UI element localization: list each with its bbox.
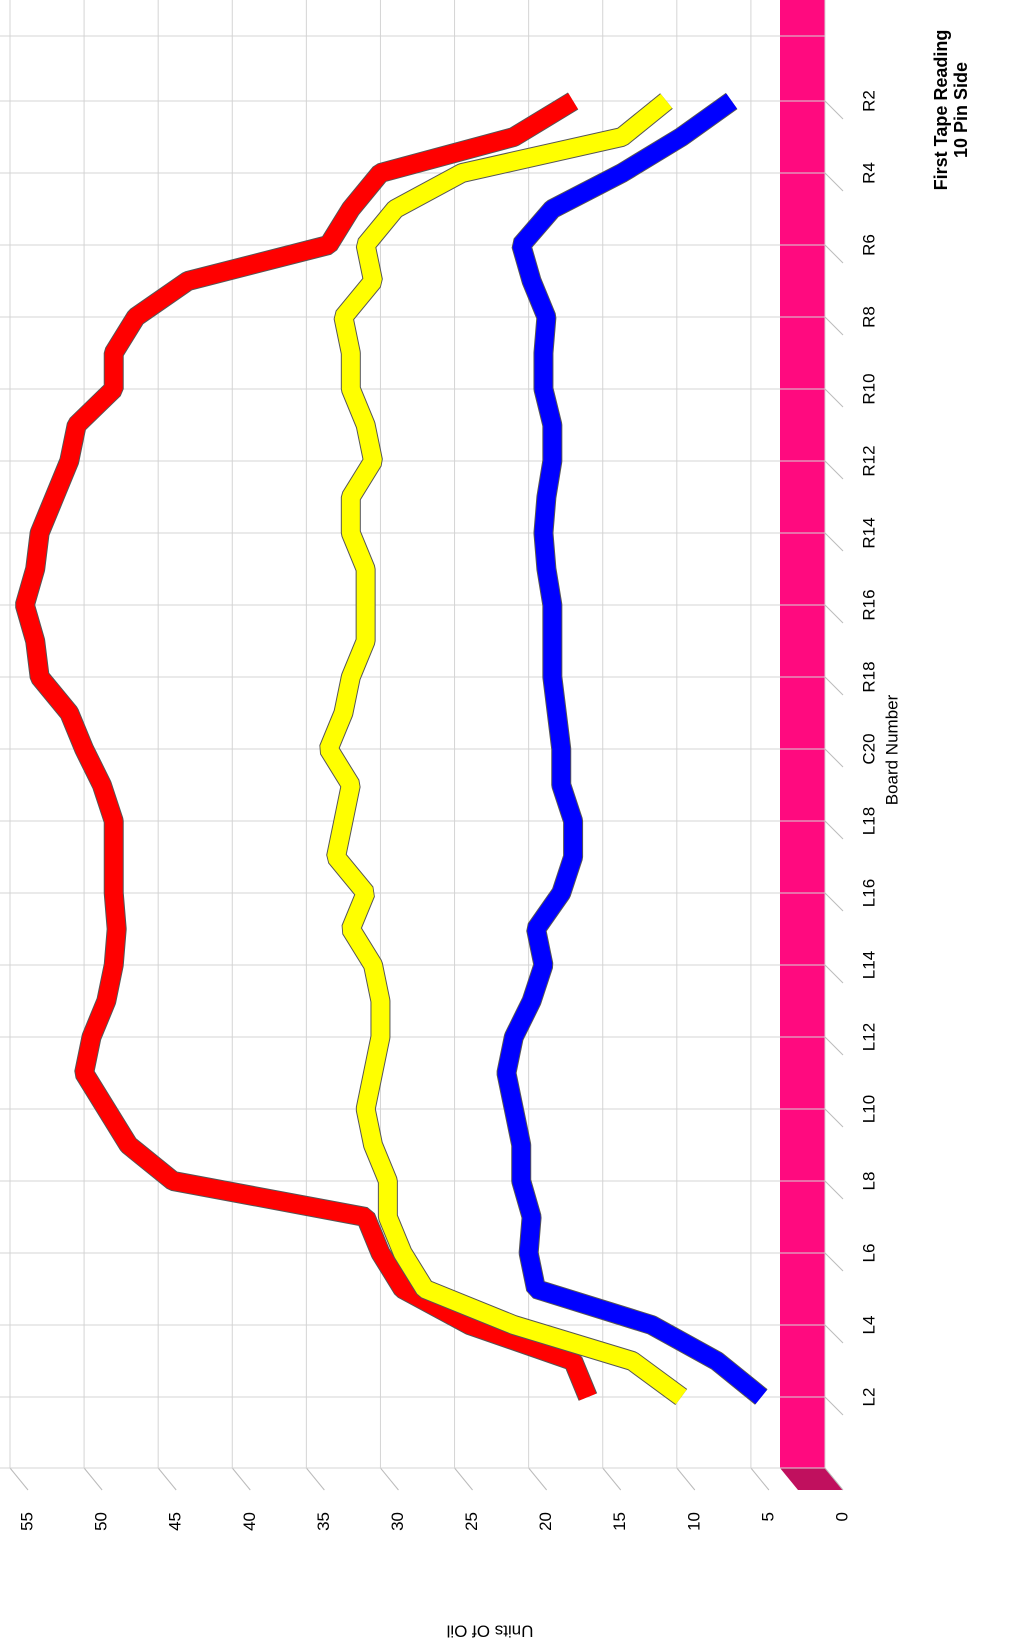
tick-mark [824,604,844,624]
x-tick-label: R10 [859,373,878,404]
tick-mark [824,1180,844,1200]
x-tick-label: R4 [859,162,878,184]
x-axis-label: Board Number [882,694,901,805]
x-tick-label: R2 [859,90,878,112]
floor-side [780,1468,843,1490]
x-tick-label: L6 [859,1244,878,1263]
tick-mark [824,460,844,480]
tick-mark [9,1467,29,1491]
x-tick-label: L4 [859,1316,878,1335]
floor [780,0,825,1468]
tick-mark [824,820,844,840]
tick-mark [824,172,844,192]
tick-mark [824,388,844,408]
tick-mark [602,1467,622,1491]
y-tick-label: 45 [166,1512,185,1531]
x-tick-label: L18 [859,807,878,835]
series-line [16,93,597,1401]
x-tick-label: L8 [859,1172,878,1191]
plot-area: 0 5 10 15 20 25 30 35 40 45 50 55 L2 L4 L6 L8 L10 L12 L14 L… [0,0,878,1531]
tick-mark [824,100,844,120]
tick-mark [528,1467,548,1491]
series-line [320,94,687,1405]
x-tick-label: C20 [859,733,878,764]
y-tick-label: 30 [388,1512,407,1531]
tick-mark [824,676,844,696]
tick-mark [824,1252,844,1272]
tick-mark [157,1467,177,1491]
y-tick-label: 10 [684,1512,703,1531]
x-tick-label: R14 [859,517,878,548]
tick-mark [824,1108,844,1128]
x-tick-label: R8 [859,306,878,328]
tick-mark [750,1467,770,1491]
tick-mark [824,1396,844,1416]
tick-mark [676,1467,696,1491]
x-tick-label: L12 [859,1023,878,1051]
x-tick-label: R18 [859,661,878,692]
y-tick-label: 0 [832,1512,851,1521]
y-tick-label: 35 [314,1512,333,1531]
y-tick-label: 20 [536,1512,555,1531]
y-tick-label: 55 [17,1512,36,1531]
x-tick-label: L14 [859,951,878,979]
tick-mark [824,316,844,336]
x-tick-label: L2 [859,1388,878,1407]
tick-mark [824,964,844,984]
tick-mark [454,1467,473,1491]
tick-mark [824,1036,844,1056]
y-tick-label: 40 [240,1512,259,1531]
tick-mark [824,1324,844,1344]
y-tick-label: 25 [462,1512,481,1531]
y-tick-label: 15 [610,1512,629,1531]
tick-mark [824,892,844,912]
x-tick-label: R16 [859,589,878,620]
x-tick-label: R6 [859,234,878,256]
series-line [497,93,767,1404]
x-tick-label: L10 [859,1095,878,1123]
y-tick-label: 50 [92,1512,111,1531]
tick-mark [824,244,844,264]
y-tick-label: 5 [758,1512,777,1521]
tick-mark [83,1467,103,1491]
tick-mark [380,1467,399,1491]
y-axis-label: Units Of Oil [447,1622,534,1641]
chart-title: First Tape Reading [931,30,951,191]
tick-mark [231,1467,251,1491]
tick-mark [305,1467,325,1491]
tick-mark [824,1467,844,1491]
x-tick-label: R12 [859,445,878,476]
x-tick-label: L16 [859,879,878,907]
tick-mark [824,748,844,768]
tick-mark [824,532,844,552]
chart-subtitle: 10 Pin Side [951,62,971,158]
